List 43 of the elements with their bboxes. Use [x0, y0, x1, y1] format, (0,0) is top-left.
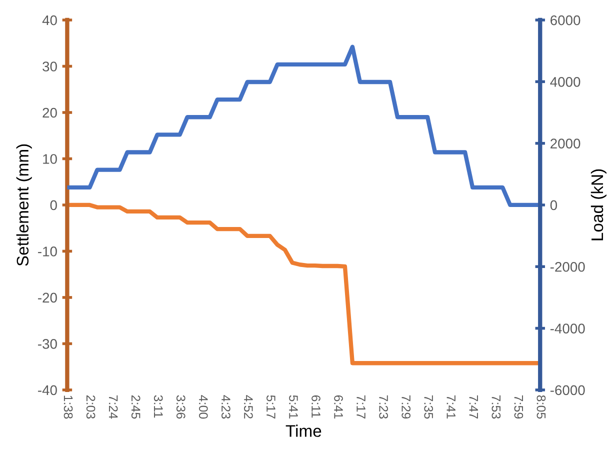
x-tick-label: 7:53 — [492, 395, 501, 419]
x-tick-label: 3:36 — [176, 395, 186, 419]
x-tick-label: 7:47 — [469, 395, 478, 418]
y-axis-title: Settlement (mm) — [16, 144, 32, 266]
x-tick-label: 7:29 — [402, 395, 410, 419]
y-tick-label: -40 — [38, 385, 57, 396]
x-tick-label: 7:23 — [379, 395, 388, 419]
x-tick-label: 7:17 — [356, 395, 366, 418]
y2-tick-label: 4000 — [550, 77, 580, 87]
y2-tick-label: 2000 — [550, 138, 580, 148]
y-tick-label: 20 — [42, 108, 57, 118]
y2-tick-label: 6000 — [550, 15, 580, 26]
x-axis-title: Time — [286, 424, 322, 437]
x-tick-label: 2:45 — [131, 395, 140, 419]
y-tick-label: 10 — [43, 154, 57, 164]
x-tick-label: 5:17 — [266, 395, 276, 418]
y2-tick-label: -6000 — [550, 385, 585, 396]
y2-tick-label: 0 — [550, 200, 558, 210]
x-tick-label: 7:59 — [514, 395, 524, 419]
y-tick-label: -10 — [38, 246, 57, 256]
x-tick-label: 4:52 — [244, 395, 253, 418]
y-tick-label: 40 — [42, 15, 57, 26]
x-tick-label: 8:05 — [536, 395, 546, 419]
line-series — [67, 202, 540, 366]
x-tick-label: 6:41 — [334, 395, 343, 419]
x-tick-label: 7:24 — [109, 395, 118, 419]
y2-axis-title: Load (kN) — [590, 169, 606, 240]
y-tick-label: 30 — [42, 62, 57, 72]
y-tick-label: -30 — [38, 339, 57, 349]
x-tick-label: 4:00 — [198, 395, 208, 419]
line-series — [67, 44, 540, 208]
x-tick-label: 2:03 — [86, 395, 96, 419]
y-tick-label: -20 — [38, 292, 57, 303]
y2-tick-label: -2000 — [550, 262, 585, 272]
x-tick-label: 4:23 — [221, 395, 230, 419]
y-tick-label: 0 — [50, 200, 57, 210]
x-tick-label: 7:41 — [446, 395, 456, 419]
x-tick-label: 7:35 — [424, 395, 434, 419]
x-tick-label: 3:11 — [154, 395, 163, 418]
x-tick-label: 5:41 — [289, 395, 298, 419]
y2-tick-label: -4000 — [550, 324, 585, 334]
x-tick-label: 1:38 — [64, 396, 73, 419]
x-tick-label: 6:11 — [312, 395, 320, 418]
